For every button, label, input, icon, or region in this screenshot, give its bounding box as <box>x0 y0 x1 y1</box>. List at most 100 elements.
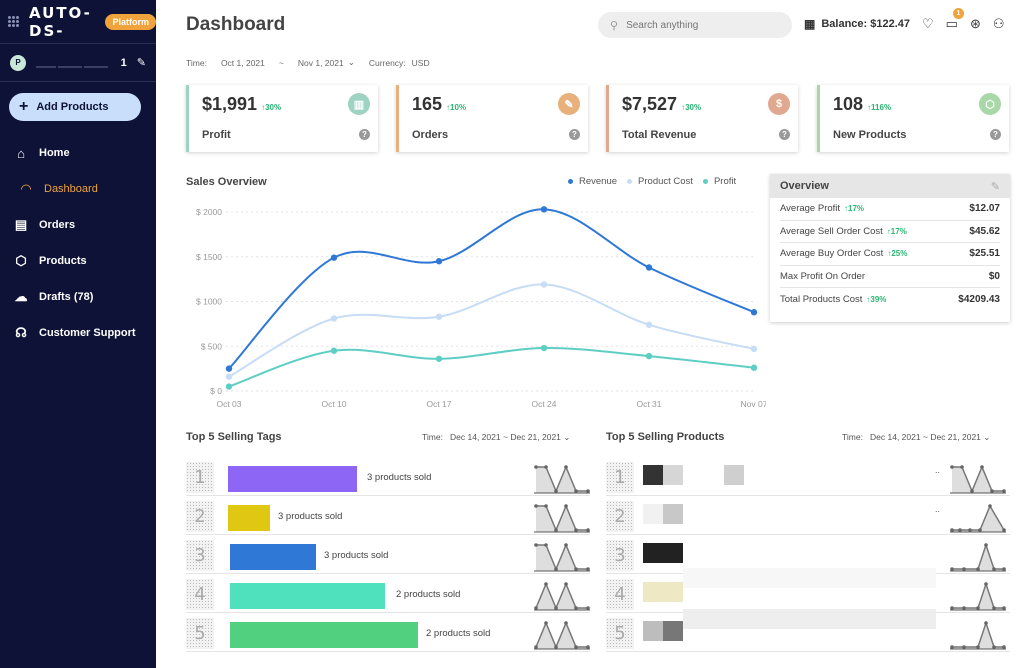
sparkline-point <box>574 645 578 649</box>
table-row[interactable]: 1 3 products sold <box>186 459 590 496</box>
wallet-icon: ▦ <box>804 17 816 31</box>
tag-bar <box>230 583 385 609</box>
sidebar-item-products[interactable]: ⬡ Products <box>0 243 156 279</box>
logo-row: AUTO-DS- Platform <box>0 0 156 44</box>
sparkline-point <box>564 504 568 508</box>
help-icon[interactable]: ? <box>569 129 580 140</box>
date-to[interactable]: Nov 1, 2021 <box>297 57 344 68</box>
top-tags-date-filter[interactable]: Time: Dec 14, 2021 ~ Dec 21, 2021 ⌄ <box>422 432 570 443</box>
sparkline-point <box>554 528 558 532</box>
data-point-product-cost[interactable] <box>750 345 758 353</box>
sparkline-point <box>950 606 954 610</box>
data-point-revenue[interactable] <box>225 365 233 372</box>
product-title-redacted <box>683 568 936 588</box>
top-products-date-filter[interactable]: Time: Dec 14, 2021 ~ Dec 21, 2021 ⌄ <box>842 432 990 443</box>
overview-header: Overview ✎ <box>770 174 1010 198</box>
sparkline-point <box>574 606 578 610</box>
date-from[interactable]: Oct 1, 2021 <box>220 57 265 68</box>
balance[interactable]: ▦ Balance: $122.47 <box>804 17 910 31</box>
overview-row: Total Products Cost ↑39% $4209.43 <box>780 288 1000 311</box>
sparkline-area <box>536 506 588 532</box>
data-point-profit[interactable] <box>540 344 548 352</box>
table-row[interactable]: 5 2 products sold <box>186 615 590 652</box>
currency-value[interactable]: USD <box>411 57 430 68</box>
overview-label: Total Products Cost <box>780 293 863 305</box>
chat-icon[interactable]: ▭ 1 <box>946 8 964 32</box>
table-row[interactable]: 2 3 products sold <box>186 498 590 535</box>
card-label: Orders <box>412 129 449 141</box>
sparkline-point <box>984 543 988 547</box>
top-tags-title: Top 5 Selling Tags <box>186 431 282 443</box>
sidebar-item-label: Dashboard <box>44 183 98 195</box>
data-point-profit[interactable] <box>225 383 233 390</box>
sparkline-area <box>952 545 1004 571</box>
legend-item-profit[interactable]: Profit <box>702 176 737 187</box>
sparkline-point <box>564 621 568 625</box>
data-point-product-cost[interactable] <box>540 281 548 288</box>
sparkline-point <box>990 489 994 493</box>
product-image-redacted <box>663 504 683 524</box>
data-point-product-cost[interactable] <box>330 315 338 322</box>
data-point-revenue[interactable] <box>330 254 338 261</box>
pencil-icon[interactable]: ✎ <box>990 180 1000 193</box>
sparkline-line <box>535 582 588 610</box>
help-icon[interactable]: ? <box>779 129 790 140</box>
chevron-down-icon[interactable]: ⌄ <box>347 57 355 67</box>
time-label: Time: <box>422 432 443 442</box>
sparkline-point <box>544 543 548 547</box>
sparkline-point <box>534 504 538 508</box>
sidebar-item-drafts[interactable]: ☁ Drafts (78) <box>0 279 156 315</box>
apps-grid-icon[interactable] <box>8 15 19 28</box>
sidebar-item-dashboard[interactable]: ◠ Dashboard <box>0 171 156 207</box>
sparkline-point <box>1002 645 1006 649</box>
stat-card-orders: 165 ↑10% Orders ✎ ? <box>396 85 588 152</box>
table-row[interactable]: 3 3 products sold <box>186 537 590 574</box>
pencil-icon[interactable]: ✎ <box>136 57 146 69</box>
sidebar-item-label: Home <box>39 147 70 159</box>
data-point-profit[interactable] <box>750 364 758 371</box>
data-point-revenue[interactable] <box>435 258 443 265</box>
data-point-product-cost[interactable] <box>435 313 443 320</box>
table-row[interactable]: 2.. <box>606 498 1010 535</box>
data-point-profit[interactable] <box>435 355 443 362</box>
sparkline-point <box>554 606 558 610</box>
legend-dot <box>627 179 633 184</box>
data-point-product-cost[interactable] <box>225 373 233 380</box>
data-point-revenue[interactable] <box>750 309 758 316</box>
sidebar-item-customer-support[interactable]: ☊ Customer Support <box>0 315 156 351</box>
legend-item-product-cost[interactable]: Product Cost <box>627 176 693 187</box>
overview-delta: ↑17% <box>844 204 865 214</box>
help-icon[interactable]: ? <box>990 129 1001 140</box>
table-row[interactable]: 5 <box>606 609 1010 652</box>
sidebar-item-orders[interactable]: ▤ Orders <box>0 207 156 243</box>
data-point-product-cost[interactable] <box>645 321 653 328</box>
support-icon[interactable]: ⊛ <box>969 16 981 31</box>
sidebar-item-home[interactable]: ⌂ Home <box>0 135 156 171</box>
rank-number: 2 <box>606 501 634 532</box>
data-point-revenue[interactable] <box>645 264 653 271</box>
receipt-icon: ✎ <box>558 93 580 115</box>
data-point-profit[interactable] <box>645 352 653 360</box>
heart-icon[interactable]: ♡ <box>922 16 934 31</box>
sparkline-point <box>970 489 974 493</box>
data-point-revenue[interactable] <box>540 206 548 213</box>
time-label: Time: <box>842 432 863 442</box>
sparkline-line <box>952 620 1004 648</box>
product-ellipsis: .. <box>935 504 941 514</box>
search-input[interactable] <box>626 19 777 31</box>
user-icon[interactable]: ⚇ <box>992 16 1005 31</box>
help-icon[interactable]: ? <box>359 129 370 140</box>
table-row[interactable]: 4 2 products sold <box>186 576 590 613</box>
table-row[interactable]: 1.. <box>606 459 1010 496</box>
date-to: Dec 21, 2021 <box>930 432 981 442</box>
product-image-redacted <box>643 465 663 485</box>
data-point-profit[interactable] <box>330 347 338 354</box>
user-row[interactable]: P 1 ✎ <box>0 44 156 82</box>
legend-label: Profit <box>713 176 737 187</box>
add-products-button[interactable]: + Add Products <box>9 93 141 121</box>
table-row[interactable]: 4 <box>606 568 1010 613</box>
sparkline-point <box>992 645 996 649</box>
search-bar[interactable]: ⚲ <box>598 12 792 38</box>
legend-item-revenue[interactable]: Revenue <box>568 176 617 187</box>
notification-badge: 1 <box>952 8 964 19</box>
